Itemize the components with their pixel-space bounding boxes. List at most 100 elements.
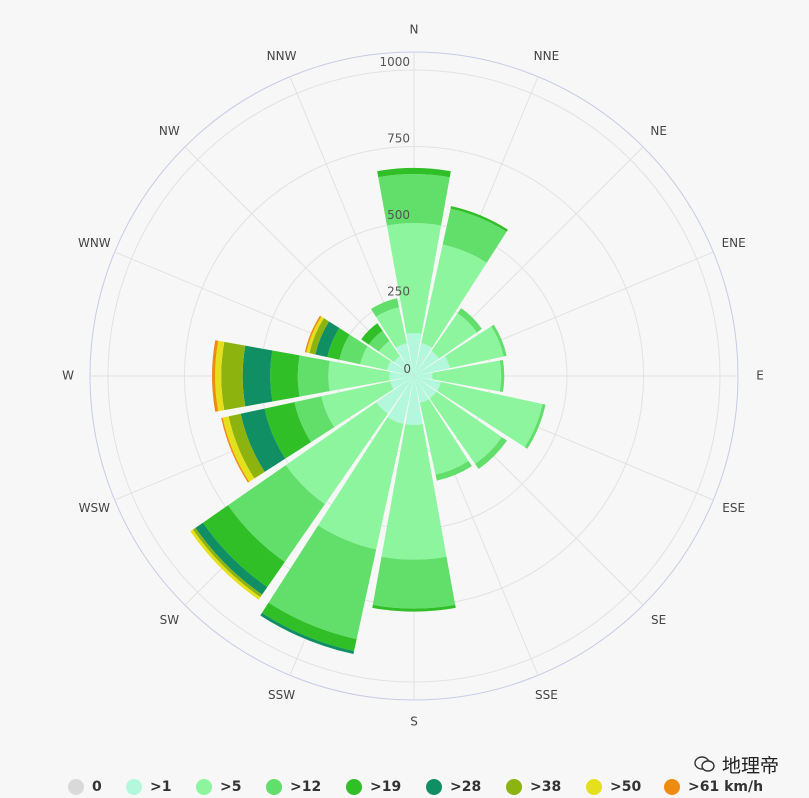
rose-segment-ENE-bin-3 [491,324,507,357]
rose-segment-WSW-bin-4 [264,402,311,459]
rose-segment-NE-bin-2 [431,313,477,359]
legend: 0 >1 >5 >12 >19 >28 >38 >50 >61 km/h [0,772,809,798]
legend-swatch [126,779,142,795]
legend-item-2[interactable]: >5 [196,778,241,796]
direction-label-SE: SE [651,613,666,627]
rose-segment-NW-bin-1 [393,355,414,376]
rose-segment-E-bin-2 [432,360,502,392]
rose-segment-SE-bin-2 [429,391,502,464]
rose-segment-NW-bin-2 [378,340,401,363]
rose-segment-WSW-bin-1 [390,376,414,390]
legend-item-7[interactable]: >50 [586,778,641,796]
rose-segment-E-bin-3 [499,360,505,392]
radial-tick-0: 0 [403,362,411,376]
legend-item-0[interactable]: 0 [68,778,102,796]
direction-label-NW: NW [159,124,180,138]
rose-segment-N-bin-3 [378,174,450,226]
radial-tick-500: 500 [387,208,410,222]
rose-segment-ESE-bin-2 [437,381,543,448]
rose-segment-WNW-bin-4 [327,328,350,360]
rose-segment-W-bin-5 [242,345,273,407]
radial-tick-1000: 1000 [379,55,410,69]
legend-label: 0 [92,779,102,795]
watermark-text: 地理帝 [722,754,780,777]
rose-segment-ENE-bin-1 [414,356,450,376]
rose-segment-N-bin-4 [377,167,451,178]
rose-segment-WNW-bin-8 [304,315,322,353]
legend-label: >5 [220,779,242,795]
rose-segment-S-bin-3 [372,556,456,609]
rose-segment-SSE-bin-1 [414,376,429,403]
rose-segment-WNW-bin-2 [360,346,391,371]
direction-label-SSW: SSW [268,688,295,702]
radial-tick-labels: 0 250 500 750 1000 [379,55,411,376]
direction-label-NE: NE [650,124,667,138]
direction-label-SSE: SSE [535,688,558,702]
legend-item-4[interactable]: >19 [346,778,401,796]
rose-segment-NNE-bin-4 [450,206,508,232]
rose-segment-NE-bin-3 [457,308,482,333]
rose-segment-SSE-bin-2 [419,399,469,475]
legend-swatch [664,779,680,795]
direction-label-N: N [410,23,419,37]
rose-segment-NNE-bin-1 [414,343,433,376]
legend-item-8[interactable]: >61 km/h [664,778,763,796]
legend-item-6[interactable]: >38 [506,778,561,796]
rose-segment-WSW-bin-8 [221,417,250,483]
direction-label-ENE: ENE [722,236,746,250]
rose-segment-SW-bin-2 [285,402,388,505]
legend-swatch [68,779,84,795]
rose-segment-WNW-bin-5 [315,321,340,358]
rose-segment-SSE-bin-3 [435,460,472,481]
rose-segment-NNW-bin-1 [395,343,414,376]
direction-label-S: S [410,715,418,729]
rose-segment-NW-bin-4 [361,323,383,345]
rose-segment-S-bin-1 [405,376,423,425]
rose-segment-SSW-bin-2 [318,417,404,550]
rose-segment-SE-bin-1 [414,376,437,399]
rose-segment-WSW-bin-5 [240,408,286,472]
radial-tick-250: 250 [387,285,410,299]
legend-swatch [266,779,282,795]
legend-item-3[interactable]: >12 [266,778,321,796]
legend-swatch [346,779,362,795]
rose-segment-WSW-bin-6 [228,413,265,479]
rose-segment-NE-bin-1 [414,350,440,376]
rose-segment-SW-bin-6 [192,527,263,598]
rose-segment-WNW-bin-7 [306,316,324,354]
rose-segment-WNW-bin-1 [387,361,414,376]
legend-label: >61 km/h [688,779,764,795]
wechat-icon [694,756,715,772]
rose-segment-S-bin-2 [381,424,447,560]
rose-segment-NNE-bin-3 [442,208,507,263]
direction-label-ESE: ESE [722,501,745,515]
watermark: 地理帝 [694,750,779,778]
rose-segment-NW-bin-3 [368,330,390,352]
direction-label-W: W [62,369,74,383]
wind-rose-chart: N NNE NE ENE E ESE SE SSE S SSW SW WSW W WNW NW NNW 0 25… [62,23,764,729]
legend-item-1[interactable]: >1 [126,778,171,796]
legend-label: >12 [290,779,322,795]
legend-item-5[interactable]: >28 [426,778,481,796]
direction-label-WNW: WNW [78,236,111,250]
rose-segment-NNW-bin-2 [375,307,407,348]
legend-label: >28 [450,779,482,795]
rose-segment-E-bin-1 [414,372,433,380]
legend-swatch [426,779,442,795]
direction-label-NNW: NNW [267,49,297,63]
rose-segment-W-bin-2 [328,360,390,392]
direction-label-E: E [756,369,764,383]
rose-segment-WNW-bin-6 [309,318,330,355]
rose-segment-SSW-bin-5 [260,612,355,655]
rose-segment-W-bin-3 [297,355,330,397]
rose-segment-W-bin-6 [221,341,246,411]
legend-swatch [586,779,602,795]
rose-segment-WSW-bin-2 [321,381,394,428]
rose-segment-ESE-bin-1 [414,376,441,391]
rose-segment-W-bin-8 [212,340,219,412]
rose-segment-N-bin-2 [386,223,442,334]
rose-segment-SW-bin-7 [190,529,261,600]
rose-segment-SW-bin-1 [376,376,414,414]
rose-segment-SW-bin-3 [228,465,325,562]
legend-swatch [196,779,212,795]
